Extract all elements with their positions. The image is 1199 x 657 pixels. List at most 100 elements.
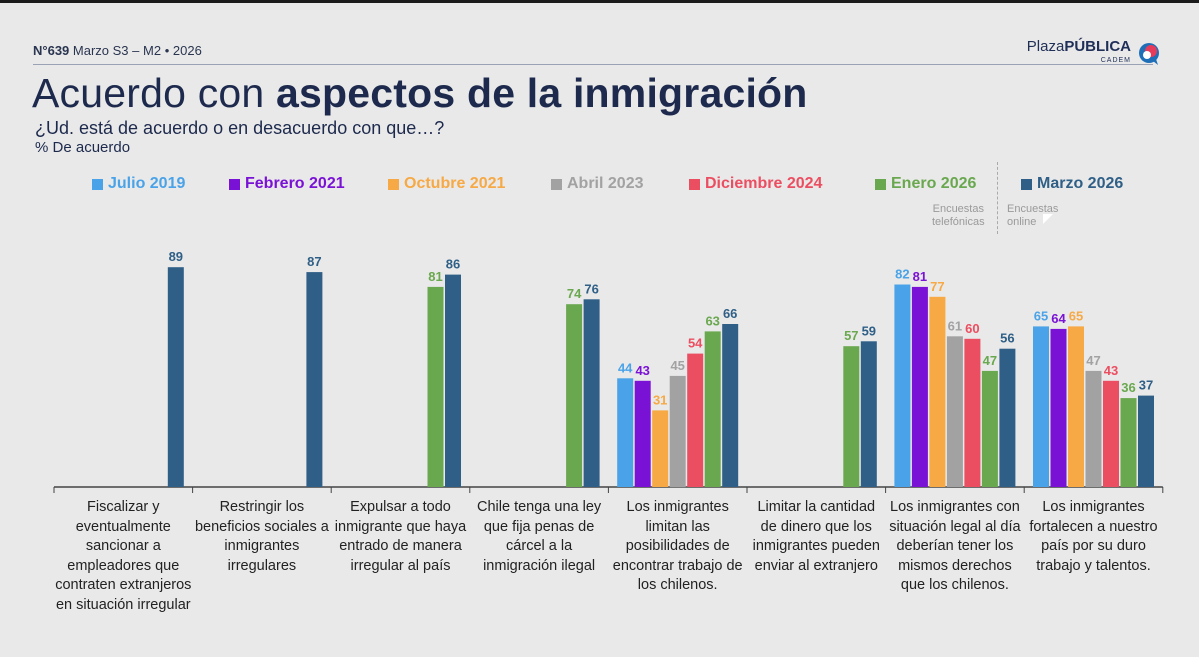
category-label-line: contraten extranjeros <box>55 577 192 593</box>
category-label-line: beneficios sociales a <box>194 518 329 535</box>
category-label-line: inmigrantes <box>224 538 300 554</box>
bar-marzo-2026-cat-2 <box>306 272 323 487</box>
unit-label: % De acuerdo <box>35 139 131 156</box>
phone-note-line1: Encuestas <box>932 203 984 215</box>
data-label-marzo-2026-cat-7: 56 <box>1000 331 1014 346</box>
data-label-febrero-2021-cat-7: 81 <box>913 269 927 284</box>
bar-marzo-2026-cat-6 <box>860 341 877 487</box>
legend-swatch-febrero-2021 <box>229 178 240 190</box>
bar-abril-2023-cat-5 <box>669 375 686 488</box>
category-label-line: eventualmente <box>75 518 171 535</box>
data-label-diciembre-2024-cat-8: 43 <box>1104 363 1118 378</box>
category-label-6: Limitar la cantidad de dinero que los inmi… <box>746 498 886 576</box>
category-label-line: que fija penas de <box>483 518 595 535</box>
category-label-line: país por su duro <box>1041 538 1146 554</box>
method-divider <box>997 162 998 234</box>
bar-febrero-2021-cat-8 <box>1050 328 1067 487</box>
bar-enero-2026-cat-5 <box>704 331 721 487</box>
legend-swatch-enero-2026 <box>875 178 886 190</box>
data-label-julio-2019-cat-7: 82 <box>895 267 909 282</box>
category-label-line: Expulsar a todo <box>350 499 451 515</box>
plaza-publica-logo: PlazaPÚBLICA CADEM <box>1026 38 1161 68</box>
title-bold: aspectos de la inmigración <box>276 70 808 116</box>
category-label-line: limitan las <box>645 518 710 535</box>
category-label-line: inmigración ilegal <box>483 557 596 574</box>
category-label-2: Restringir los beneficios sociales a inmig… <box>192 498 332 576</box>
data-label-diciembre-2024-cat-5: 54 <box>688 336 703 351</box>
category-label-line: cárcel a la <box>506 538 573 554</box>
category-label-line: mismos derechos <box>898 557 1012 574</box>
bar-enero-2026-cat-8 <box>1120 398 1137 487</box>
data-label-enero-2026-cat-6: 57 <box>844 328 858 343</box>
legend-swatch-marzo-2026 <box>1021 178 1032 190</box>
bar-abril-2023-cat-8 <box>1085 370 1102 487</box>
legend-label-octubre-2021: Octubre 2021 <box>404 175 506 192</box>
data-label-marzo-2026-cat-4: 76 <box>584 281 598 296</box>
data-label-octubre-2021-cat-7: 77 <box>930 279 944 294</box>
bar-diciembre-2024-cat-7 <box>964 338 981 487</box>
category-label-line: sancionar a <box>85 538 161 554</box>
online-note-line2: online <box>1007 216 1037 228</box>
category-label-line: Los inmigrantes <box>626 499 729 515</box>
bar-febrero-2021-cat-5 <box>634 380 651 487</box>
header-divider <box>33 64 1153 65</box>
category-label-line: entrado de manera <box>339 538 462 554</box>
category-label-line: los chilenos. <box>637 577 718 593</box>
category-label-line: Fiscalizar y <box>87 499 160 515</box>
category-label-line: Restringir los <box>219 499 305 515</box>
bar-abril-2023-cat-7 <box>946 336 963 487</box>
category-label-4: Chile tenga una ley que fija penas de cárc… <box>469 498 609 576</box>
legend-label-enero-2026: Enero 2026 <box>891 175 977 192</box>
category-label-line: de dinero que los <box>760 518 872 535</box>
legend-item-julio-2019: Julio 2019 <box>92 175 185 193</box>
data-label-abril-2023-cat-8: 47 <box>1086 353 1100 368</box>
category-label-line: en situación irregular <box>55 596 191 613</box>
category-label-line: enviar al extranjero <box>754 557 878 574</box>
bar-marzo-2026-cat-8 <box>1138 395 1154 487</box>
legend-item-febrero-2021: Febrero 2021 <box>229 175 345 193</box>
bar-diciembre-2024-cat-5 <box>687 353 704 487</box>
category-label-line: trabajo y talentos. <box>1036 557 1151 574</box>
bar-julio-2019-cat-7 <box>894 284 911 487</box>
edition-period: Marzo S3 – M2 <box>72 43 162 58</box>
legend-item-octubre-2021: Octubre 2021 <box>388 175 505 193</box>
logo-text-bold: PÚBLICA <box>1064 38 1131 55</box>
data-label-enero-2026-cat-4: 74 <box>567 286 582 301</box>
bar-enero-2026-cat-4 <box>566 304 583 487</box>
chart-legend: Julio 2019 Febrero 2021 Octubre 2021 Abril … <box>0 175 1199 197</box>
bar-octubre-2021-cat-5 <box>652 410 669 487</box>
method-arrow-icon <box>1043 214 1053 224</box>
category-label-line: deberían tener los <box>896 538 1014 554</box>
bar-marzo-2026-cat-4 <box>583 299 600 487</box>
data-label-marzo-2026-cat-1: 89 <box>169 249 183 264</box>
bar-febrero-2021-cat-7 <box>911 286 928 487</box>
data-label-enero-2026-cat-5: 63 <box>705 313 719 328</box>
category-label-line: Limitar la cantidad <box>757 499 876 515</box>
legend-item-enero-2026: Enero 2026 <box>875 175 976 193</box>
category-label-line: que los chilenos. <box>900 577 1009 593</box>
category-label-line: irregulares <box>227 557 297 574</box>
bar-julio-2019-cat-5 <box>617 378 634 487</box>
logo-text-light: Plaza <box>1026 38 1065 55</box>
data-label-enero-2026-cat-8: 36 <box>1121 380 1135 395</box>
category-label-line: encontrar trabajo de <box>612 557 743 574</box>
category-label-line: situación legal al día <box>889 518 1021 535</box>
bar-octubre-2021-cat-7 <box>929 296 946 487</box>
phone-note-line2: telefónicas <box>932 216 985 228</box>
category-label-line: inmigrante que haya <box>334 518 467 535</box>
top-border <box>0 0 1199 3</box>
data-label-diciembre-2024-cat-7: 60 <box>965 321 979 336</box>
data-label-octubre-2021-cat-5: 31 <box>653 392 667 407</box>
data-label-enero-2026-cat-3: 81 <box>428 269 442 284</box>
category-label-line: irregular al país <box>350 557 451 574</box>
online-survey-note: Encuestas online <box>1007 203 1058 229</box>
legend-label-julio-2019: Julio 2019 <box>108 175 186 192</box>
bar-julio-2019-cat-8 <box>1033 326 1049 487</box>
legend-label-marzo-2026: Marzo 2026 <box>1037 175 1124 192</box>
edition-separator: • <box>164 43 170 58</box>
data-label-enero-2026-cat-7: 47 <box>983 353 997 368</box>
category-label-7: Los inmigrantes con situación legal al dí… <box>885 498 1025 596</box>
edition-number: N°639 <box>33 43 70 58</box>
bar-octubre-2021-cat-8 <box>1068 326 1084 487</box>
